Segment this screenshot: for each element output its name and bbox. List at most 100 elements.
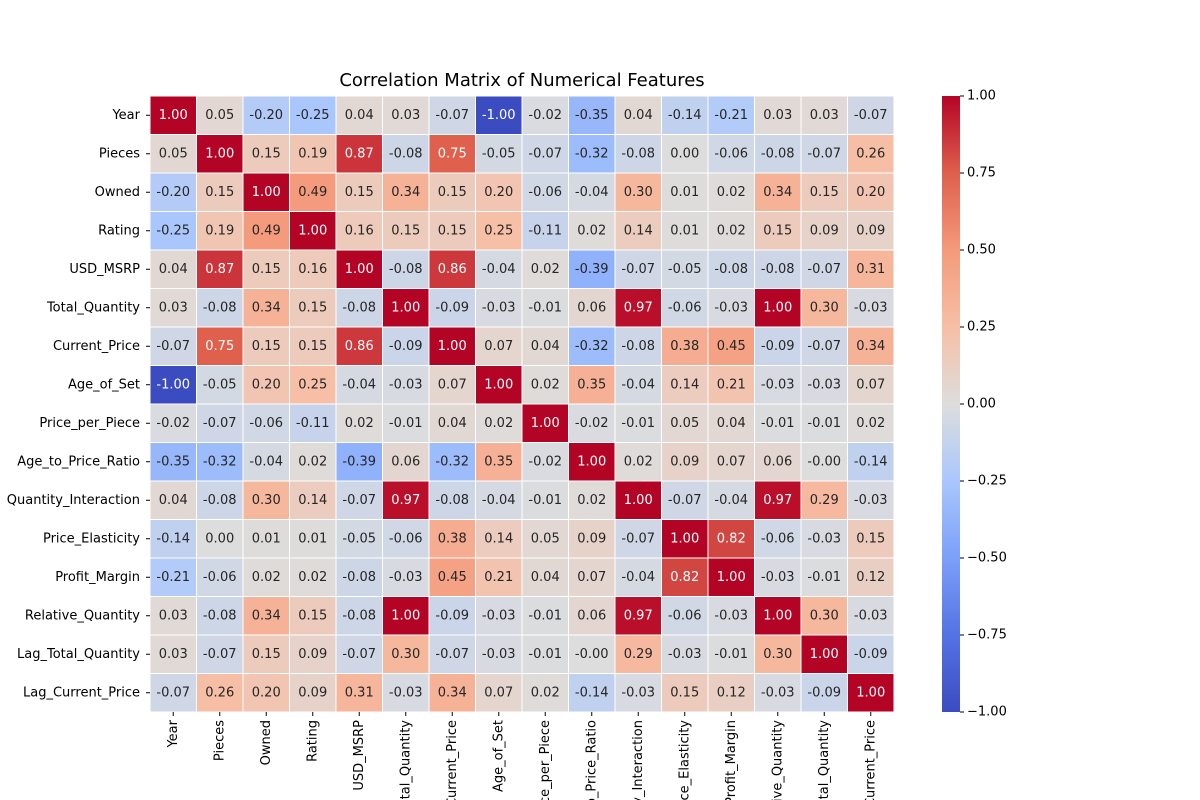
cell-label: -0.05	[342, 531, 376, 546]
cell-label: 0.75	[205, 339, 234, 354]
heatmap-cell	[196, 480, 244, 520]
heatmap-cell	[568, 634, 616, 674]
cell-label: 0.19	[205, 223, 234, 238]
heatmap-cell	[382, 442, 430, 482]
heatmap-cell	[382, 480, 430, 520]
heatmap-cell	[242, 134, 290, 174]
cell-label: 0.34	[252, 300, 281, 315]
cell-label: 0.35	[577, 377, 606, 392]
cell-label: 0.01	[670, 223, 699, 238]
cell-label: -0.08	[435, 493, 469, 508]
cell-label: -0.08	[389, 146, 423, 161]
cell-label: 0.02	[531, 685, 560, 700]
heatmap-cell	[149, 211, 197, 251]
cell-label: 0.30	[391, 647, 420, 662]
cell-label: -0.32	[575, 146, 609, 161]
cell-label: 0.02	[717, 185, 746, 200]
cell-label: 0.15	[252, 647, 281, 662]
y-tick-label: Age_of_Set	[68, 377, 140, 392]
heatmap-cell	[614, 596, 662, 636]
x-tick-label: Pieces	[212, 720, 227, 761]
cell-label: 0.02	[252, 570, 281, 585]
heatmap-cell	[847, 557, 895, 597]
cell-label: 0.02	[298, 454, 327, 469]
heatmap-cell	[847, 288, 895, 328]
heatmap-cell	[614, 249, 662, 289]
heatmap-cell	[382, 95, 430, 135]
cell-label: 0.49	[298, 185, 327, 200]
heatmap-cell	[196, 95, 244, 135]
colorbar-tick-label: 0.50	[967, 243, 996, 258]
x-tick-label: Relative_Quantity	[770, 720, 785, 800]
cell-label: 0.20	[252, 685, 281, 700]
heatmap-cell	[428, 134, 476, 174]
heatmap-cell	[568, 673, 616, 713]
cell-label: -0.03	[482, 647, 516, 662]
heatmap-cell	[614, 673, 662, 713]
heatmap-cell	[335, 673, 383, 713]
heatmap-cell	[475, 634, 523, 674]
cell-label: 0.09	[810, 223, 839, 238]
heatmap-cell	[614, 442, 662, 482]
cell-label: 0.09	[577, 531, 606, 546]
heatmap-cell	[428, 442, 476, 482]
heatmap-cell	[242, 211, 290, 251]
heatmap-cell	[149, 442, 197, 482]
cell-label: -0.03	[761, 570, 795, 585]
heatmap-cell	[661, 95, 709, 135]
cell-label: -0.03	[854, 493, 888, 508]
cell-label: 0.34	[763, 185, 792, 200]
cell-label: -0.08	[389, 262, 423, 277]
heatmap-cell	[382, 134, 430, 174]
cell-label: 1.00	[345, 262, 374, 277]
cell-label: 0.35	[484, 454, 513, 469]
heatmap-cell	[754, 249, 802, 289]
cell-label: -0.01	[528, 300, 562, 315]
cell-label: 0.03	[159, 608, 188, 623]
cell-label: 0.15	[252, 146, 281, 161]
cell-label: -0.03	[714, 300, 748, 315]
cell-label: 1.00	[159, 108, 188, 123]
cell-label: 0.09	[298, 685, 327, 700]
heatmap-cell	[661, 442, 709, 482]
cell-label: -0.07	[621, 262, 655, 277]
heatmap-cell	[800, 172, 848, 212]
cell-label: 0.30	[624, 185, 653, 200]
x-tick-label: Price_per_Piece	[538, 720, 553, 800]
cell-label: 0.03	[159, 300, 188, 315]
cell-label: 0.26	[205, 685, 234, 700]
cell-label: 0.15	[763, 223, 792, 238]
heatmap-cell	[475, 249, 523, 289]
heatmap-cell	[475, 480, 523, 520]
cell-label: 1.00	[810, 647, 839, 662]
cell-label: -0.32	[575, 339, 609, 354]
x-tick-label: Rating	[305, 720, 320, 762]
heatmap-cell	[289, 442, 337, 482]
colorbar-tick-label: −1.00	[967, 705, 1007, 720]
cell-label: -0.20	[249, 108, 283, 123]
heatmap-cell	[289, 288, 337, 328]
cell-label: -0.32	[203, 454, 237, 469]
cell-label: -1.00	[482, 108, 516, 123]
cell-label: -0.25	[296, 108, 330, 123]
heatmap-cell	[568, 249, 616, 289]
heatmap-cell	[242, 557, 290, 597]
heatmap-cell	[521, 596, 569, 636]
heatmap-cell	[382, 403, 430, 443]
heatmap-cell	[428, 365, 476, 405]
cell-label: -0.08	[203, 493, 237, 508]
cell-label: 0.07	[717, 454, 746, 469]
cell-label: -0.09	[807, 685, 841, 700]
y-tick-label: Quantity_Interaction	[7, 493, 140, 508]
heatmap-cell	[196, 596, 244, 636]
heatmap-cell	[847, 172, 895, 212]
heatmap-cell	[847, 403, 895, 443]
x-tick-label: Lag_Current_Price	[863, 720, 878, 800]
cell-label: -0.08	[342, 300, 376, 315]
cell-label: 1.00	[205, 146, 234, 161]
cell-label: 0.04	[531, 339, 560, 354]
heatmap-cell	[521, 249, 569, 289]
cell-label: -0.25	[156, 223, 190, 238]
heatmap-cell	[614, 172, 662, 212]
heatmap-cell	[428, 288, 476, 328]
